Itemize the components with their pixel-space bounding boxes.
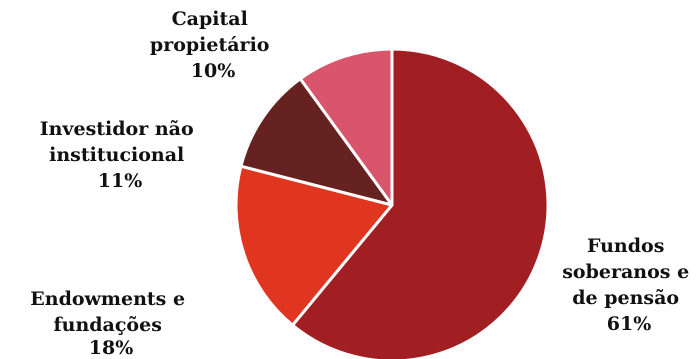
- label-investidor-line-2: institucional: [49, 144, 184, 166]
- label-capital-line-2: propietário: [150, 34, 270, 56]
- label-capital-value: 10%: [191, 60, 236, 82]
- label-endowments-value: 18%: [89, 337, 134, 359]
- label-investidor-line-1: Investidor não: [40, 118, 194, 140]
- label-fundos: Fundos soberanos e de pensão 61%: [562, 235, 696, 335]
- label-capital-line-1: Capital: [172, 8, 248, 30]
- label-endowments-line-2: fundações: [53, 314, 161, 336]
- slice-fundos: [291, 47, 550, 359]
- slice-capital: [298, 47, 394, 207]
- label-fundos-line-3: de pensão: [572, 287, 679, 309]
- label-fundos-value: 61%: [607, 313, 652, 335]
- label-fundos-line-2: soberanos e: [562, 261, 689, 283]
- pie-slices: [234, 47, 550, 359]
- label-fundos-line-1: Fundos: [587, 235, 664, 257]
- label-investidor-value: 11%: [98, 170, 143, 192]
- label-endowments: Endowments e fundações 18%: [30, 288, 191, 359]
- label-endowments-line-1: Endowments e: [30, 288, 185, 310]
- label-investidor: Investidor não institucional 11%: [40, 118, 201, 192]
- slice-endowments: [234, 164, 394, 327]
- label-capital: Capital propietário 10%: [150, 8, 276, 82]
- slice-investidor: [239, 77, 394, 207]
